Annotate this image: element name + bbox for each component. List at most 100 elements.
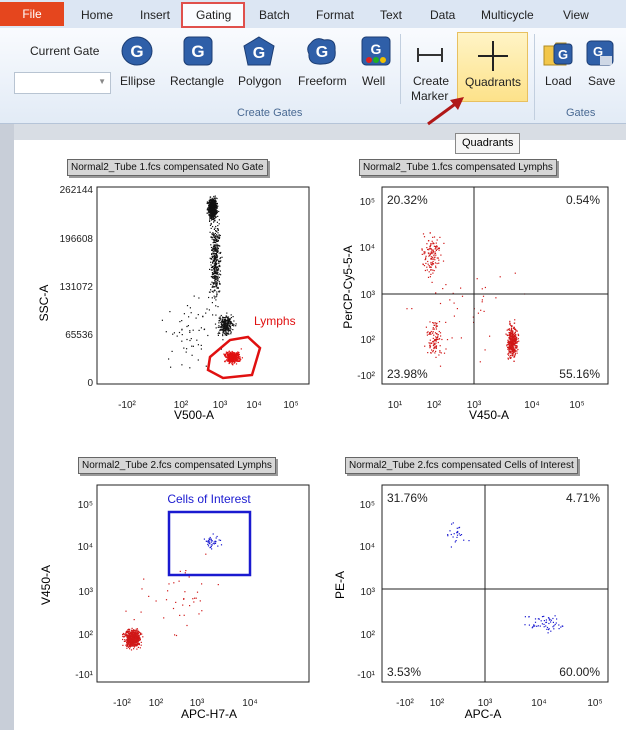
- event-dot: [560, 626, 562, 628]
- event-dot: [216, 266, 219, 268]
- quadrants-button[interactable]: Quadrants: [457, 32, 528, 102]
- plot3-title[interactable]: Normal2_Tube 2.fcs compensated Lymphs: [78, 457, 276, 474]
- tab-view[interactable]: View: [563, 8, 589, 22]
- cells-of-interest-gate[interactable]: [167, 510, 252, 577]
- event-dot: [123, 633, 125, 636]
- event-dot: [438, 354, 440, 356]
- create-marker-label-1[interactable]: Create: [413, 74, 450, 88]
- current-gate-dropdown[interactable]: ▼: [14, 72, 111, 94]
- event-dot: [429, 332, 431, 334]
- event-dot: [214, 202, 216, 204]
- plot4-title[interactable]: Normal2_Tube 2.fcs compensated Cells of …: [345, 457, 578, 474]
- event-dot: [513, 356, 515, 358]
- rectangle-button[interactable]: Rectangle: [170, 74, 225, 88]
- event-dot: [130, 639, 132, 641]
- event-dot: [228, 329, 230, 331]
- event-dot: [423, 236, 426, 238]
- event-dot: [225, 315, 228, 317]
- event-dot: [512, 333, 514, 335]
- event-dot: [515, 340, 517, 342]
- event-dot: [210, 538, 212, 540]
- event-dot: [533, 624, 535, 626]
- event-dot: [511, 341, 513, 343]
- tab-gating[interactable]: Gating: [196, 8, 232, 22]
- event-dot: [225, 318, 227, 320]
- event-dot: [215, 212, 218, 214]
- event-dot: [135, 633, 137, 635]
- event-dot: [434, 352, 436, 354]
- tab-data[interactable]: Data: [430, 8, 456, 22]
- event-dot: [434, 259, 436, 261]
- event-dot: [181, 364, 183, 366]
- event-dot: [198, 297, 200, 299]
- ellipse-button[interactable]: Ellipse: [120, 74, 156, 88]
- event-dot: [218, 265, 220, 267]
- event-dot: [135, 640, 137, 642]
- tab-batch[interactable]: Batch: [259, 8, 290, 22]
- plot3[interactable]: Cells of Interest 10⁵ 10⁴ 10³ 10² -10¹ -…: [40, 478, 320, 713]
- event-dot: [228, 321, 230, 323]
- event-dot: [228, 327, 230, 329]
- event-dot: [216, 254, 218, 256]
- tab-multicycle[interactable]: Multicycle: [481, 8, 534, 22]
- event-dot: [209, 206, 211, 208]
- polygon-gate-icon[interactable]: G: [243, 36, 275, 66]
- event-dot: [127, 632, 130, 634]
- tab-insert[interactable]: Insert: [140, 8, 171, 22]
- file-menu[interactable]: File: [0, 2, 64, 26]
- well-button[interactable]: Well: [362, 74, 386, 88]
- event-dot: [213, 270, 215, 272]
- plot1-title[interactable]: Normal2_Tube 1.fcs compensated No Gate: [67, 159, 268, 176]
- event-dot: [222, 326, 224, 328]
- event-dot: [218, 260, 220, 263]
- load-button[interactable]: Load: [545, 74, 572, 88]
- event-dot: [234, 355, 236, 357]
- polygon-button[interactable]: Polygon: [238, 74, 282, 88]
- event-dot: [224, 323, 226, 325]
- event-dot: [181, 340, 183, 342]
- event-dot: [219, 257, 222, 259]
- tab-gating-highlight[interactable]: [181, 2, 245, 28]
- event-dot: [124, 633, 126, 635]
- event-dot: [211, 217, 213, 219]
- plot4[interactable]: 31.76% 4.71% 3.53% 60.00% 10⁵ 10⁴ 10³ 10…: [335, 478, 625, 713]
- event-dot: [136, 633, 138, 635]
- freeform-gate-icon[interactable]: G: [306, 36, 338, 66]
- event-dot: [428, 240, 430, 242]
- p2-ytick: 10⁵: [360, 197, 375, 208]
- event-dot: [432, 263, 435, 265]
- event-dot: [218, 320, 220, 322]
- ellipse-gate-icon[interactable]: G: [121, 36, 153, 66]
- event-dot: [189, 339, 191, 342]
- save-gates-icon[interactable]: G: [584, 38, 616, 68]
- save-button[interactable]: Save: [588, 74, 616, 88]
- lymphs-gate[interactable]: [206, 335, 262, 380]
- event-dot: [438, 247, 440, 249]
- event-dot: [241, 357, 243, 359]
- plot2-title[interactable]: Normal2_Tube 1.fcs compensated Lymphs: [359, 159, 557, 176]
- plot2[interactable]: 20.32% 0.54% 23.98% 55.16% 10⁵ 10⁴ 10³ 1…: [335, 180, 625, 415]
- tab-format[interactable]: Format: [316, 8, 355, 22]
- event-dot: [212, 282, 214, 284]
- event-dot: [428, 255, 430, 257]
- tab-home[interactable]: Home: [81, 8, 114, 22]
- event-dot: [213, 197, 215, 199]
- rectangle-gate-icon[interactable]: G: [182, 36, 214, 66]
- well-gate-icon[interactable]: G: [360, 36, 392, 66]
- tab-text[interactable]: Text: [380, 8, 403, 22]
- event-dot: [534, 621, 537, 623]
- freeform-button[interactable]: Freeform: [298, 74, 347, 88]
- load-gates-icon[interactable]: G: [542, 38, 574, 68]
- event-dot: [435, 267, 437, 269]
- event-dot: [227, 355, 229, 357]
- event-dot: [231, 355, 233, 357]
- event-dot: [211, 202, 213, 204]
- p2-xtick: 10⁵: [569, 400, 584, 411]
- event-dot: [219, 252, 221, 254]
- event-dot: [430, 258, 432, 260]
- create-marker-label-2[interactable]: Marker: [411, 89, 449, 103]
- marker-icon[interactable]: [414, 40, 446, 70]
- event-dot: [436, 248, 438, 250]
- plot1[interactable]: Lymphs 262144 196608 131072 65536 0 -10²…: [40, 180, 320, 415]
- event-dot: [216, 210, 218, 212]
